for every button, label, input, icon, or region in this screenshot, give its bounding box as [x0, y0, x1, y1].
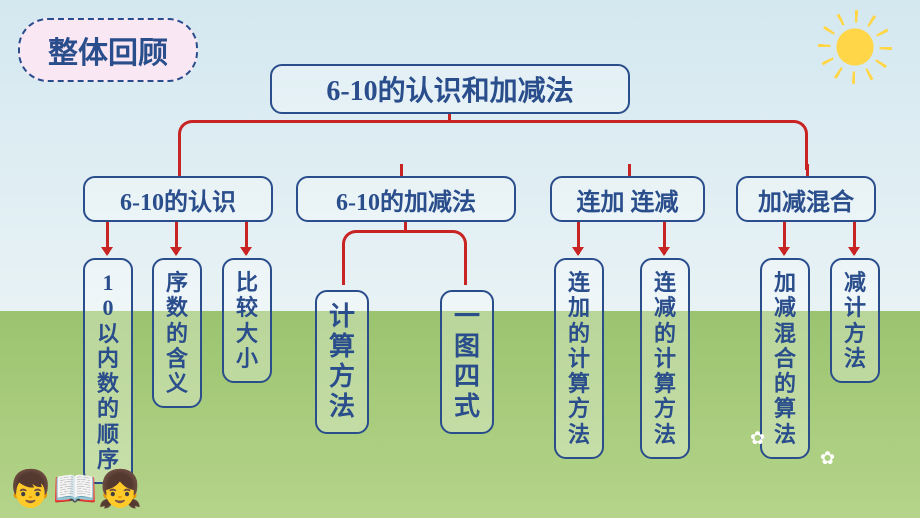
connector	[400, 164, 403, 176]
mid-bracket	[342, 230, 467, 285]
arrow-down-icon	[663, 222, 666, 254]
level2-node: 连加 连减	[550, 176, 705, 222]
level2-node: 加减混合	[736, 176, 876, 222]
page-title: 整体回顾	[18, 18, 198, 82]
arrow-down-icon	[175, 222, 178, 254]
connector	[178, 164, 181, 176]
leaf-node: 计算方法	[315, 290, 369, 434]
root-node: 6-10的认识和加减法	[270, 64, 630, 114]
leaf-node: 比较大小	[222, 258, 272, 383]
leaf-node: 一图四式	[440, 290, 494, 434]
leaf-node: 连减的计算方法	[640, 258, 690, 459]
arrow-down-icon	[106, 222, 109, 254]
arrow-down-icon	[783, 222, 786, 254]
leaf-node: 减计方法	[830, 258, 880, 383]
kids-icon: 👦📖👧	[8, 468, 142, 510]
leaf-node: 连加的计算方法	[554, 258, 604, 459]
flower-icon	[820, 448, 840, 468]
sun-icon	[830, 22, 880, 72]
connector	[806, 164, 809, 176]
leaf-node: 序数的含义	[152, 258, 202, 408]
flower-icon	[750, 428, 770, 448]
arrow-down-icon	[245, 222, 248, 254]
arrow-down-icon	[577, 222, 580, 254]
connector	[628, 164, 631, 176]
level2-node: 6-10的认识	[83, 176, 273, 222]
arrow-down-icon	[853, 222, 856, 254]
root-bracket	[178, 120, 808, 170]
leaf-node: 10以内数的顺序	[83, 258, 133, 484]
level2-node: 6-10的加减法	[296, 176, 516, 222]
